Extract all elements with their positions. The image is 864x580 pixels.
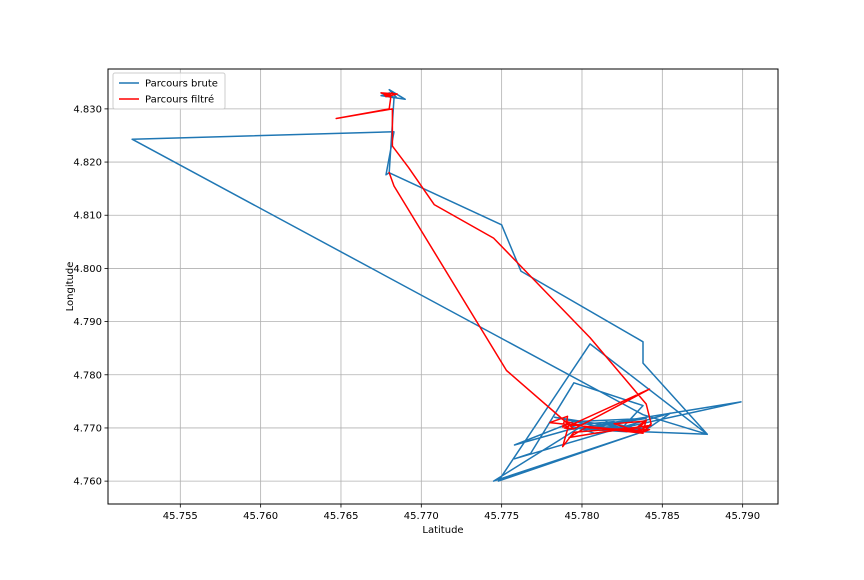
x-tick-label: 45.785 <box>645 511 680 522</box>
x-tick-label: 45.770 <box>404 511 439 522</box>
x-tick-label: 45.765 <box>323 511 358 522</box>
x-tick-label: 45.790 <box>725 511 760 522</box>
series-line-1 <box>131 88 742 482</box>
legend-label: Parcours filtré <box>145 94 214 106</box>
series-line-2 <box>335 92 652 448</box>
series-layer <box>131 88 742 482</box>
y-tick-label: 4.770 <box>73 423 102 434</box>
legend-label: Parcours brute <box>145 79 218 90</box>
x-tick-label: 45.775 <box>484 511 519 522</box>
grid-layer <box>108 69 778 504</box>
x-tick-label: 45.780 <box>564 511 599 522</box>
y-tick-label: 4.820 <box>73 158 102 169</box>
y-tick-label: 4.830 <box>73 104 102 115</box>
x-axis-label: Latitude <box>422 525 463 536</box>
y-tick-label: 4.800 <box>73 264 102 275</box>
legend-box <box>112 72 226 110</box>
x-tick-label: 45.760 <box>243 511 278 522</box>
y-axis-label: Longitude <box>65 262 76 312</box>
y-tick-label: 4.810 <box>73 211 102 222</box>
x-tick-label: 45.755 <box>163 511 198 522</box>
legend: Parcours brute Parcours filtré <box>112 72 226 110</box>
tick-layer: 45.755 45.760 45.765 45.770 45.775 45.780 45.7… <box>73 104 760 522</box>
y-tick-label: 4.780 <box>73 370 102 381</box>
y-tick-label: 4.760 <box>73 477 102 488</box>
y-tick-label: 4.790 <box>73 317 102 328</box>
plot-frame <box>107 68 779 505</box>
